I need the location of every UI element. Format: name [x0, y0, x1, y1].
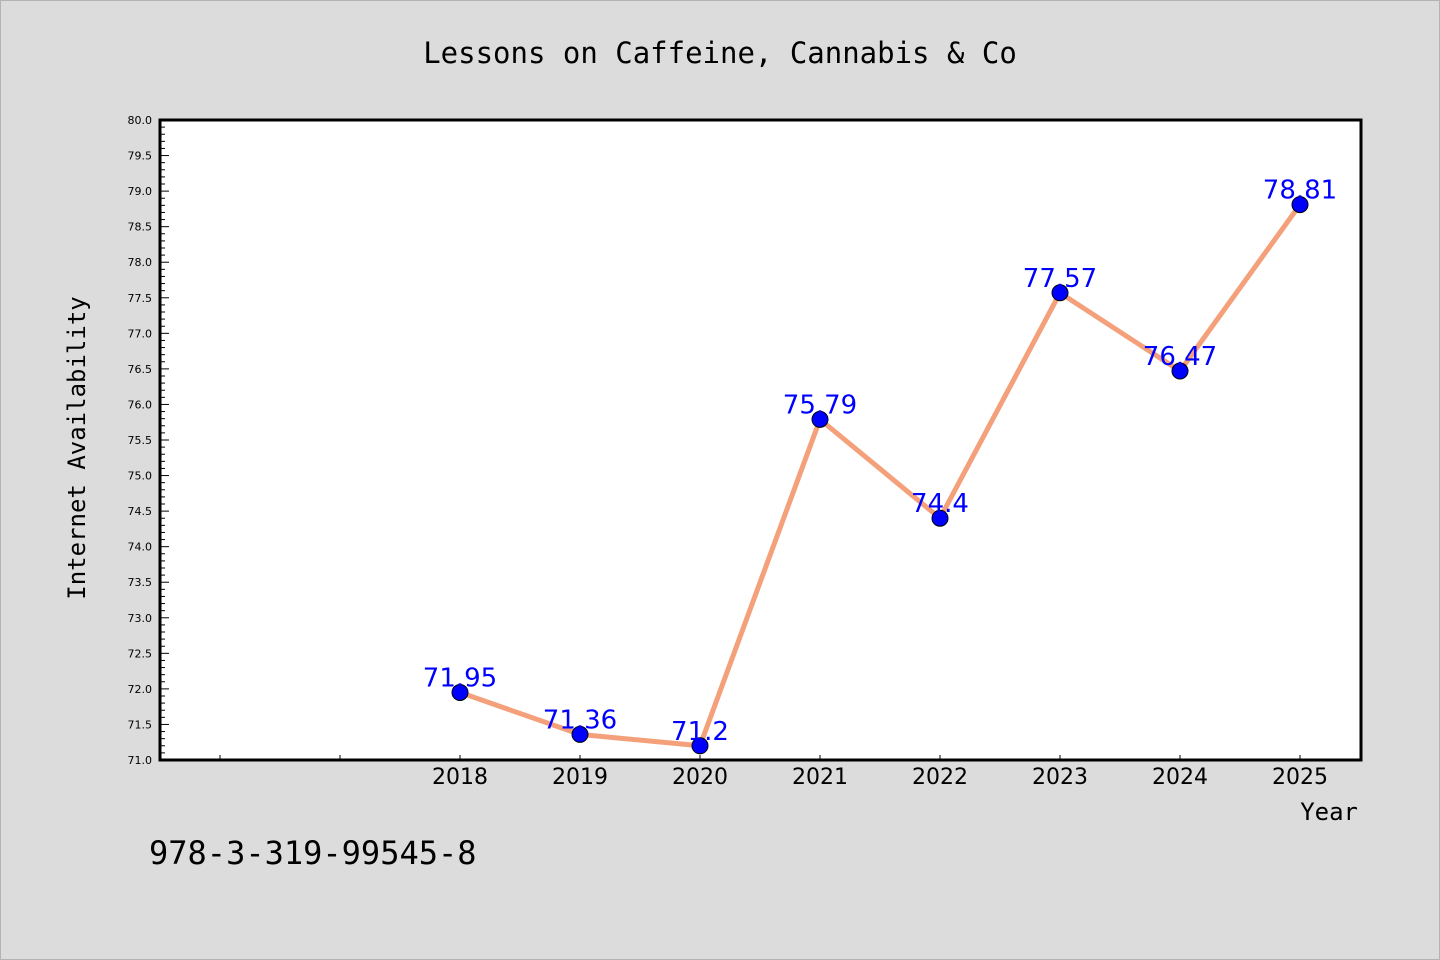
data-point	[931, 509, 949, 527]
y-tick-label: 80.0	[128, 114, 153, 127]
y-tick-label: 78.5	[128, 221, 153, 234]
y-tick-label: 79.5	[128, 150, 153, 163]
y-tick-label: 76.5	[128, 363, 153, 376]
y-tick-label: 71.5	[128, 718, 153, 731]
x-tick-label: 2023	[1032, 765, 1088, 790]
data-label: 77.57	[1023, 264, 1097, 294]
data-point	[1291, 196, 1309, 214]
y-tick-label: 73.5	[128, 576, 153, 589]
data-point	[1171, 362, 1189, 380]
x-tick-label: 2024	[1152, 765, 1208, 790]
y-axis-label: Internet Availability	[63, 296, 91, 599]
x-tick-label: 2022	[912, 765, 968, 790]
x-axis-label: Year	[1300, 798, 1358, 826]
series-line	[457, 202, 1303, 749]
y-tick-label: 74.0	[128, 541, 153, 554]
data-label: 74.4	[911, 489, 969, 519]
data-label: 71.95	[423, 663, 497, 693]
y-tick-label: 79.0	[128, 185, 153, 198]
x-axis: 2018 2019 2020 2021 2022 2023 2024 2025	[219, 755, 1328, 790]
data-point	[1051, 284, 1069, 302]
data-label: 71.2	[671, 717, 729, 747]
data-point	[451, 683, 469, 701]
data-point	[811, 410, 829, 428]
y-axis: 71.0 71.5 72.0 72.5 73.0 73.5 74.0 74.5 75.0 75.5…	[128, 114, 169, 767]
y-tick-label: 72.5	[128, 647, 153, 660]
plot-area	[158, 118, 1363, 762]
y-tick-label: 71.0	[128, 754, 153, 767]
data-label: 71.36	[543, 705, 617, 735]
y-tick-label: 75.0	[128, 470, 153, 483]
data-label: 75.79	[783, 390, 857, 420]
data-point	[571, 725, 589, 743]
x-tick-label: 2020	[672, 765, 728, 790]
y-tick-label: 78.0	[128, 256, 153, 269]
x-tick-label: 2025	[1272, 765, 1328, 790]
y-tick-label: 75.5	[128, 434, 153, 447]
y-tick-label: 76.0	[128, 398, 153, 411]
x-tick-label: 2021	[792, 765, 848, 790]
y-tick-label: 72.0	[128, 683, 153, 696]
series-layer: 71.95 71.36 71.2 75.79 74.4 77.57 76.47 78.81	[423, 176, 1337, 755]
chart-title: Lessons on Caffeine, Cannabis & Co	[423, 36, 1017, 70]
isbn-footer: 978-3-319-99545-8	[149, 834, 477, 872]
data-label: 76.47	[1143, 342, 1217, 372]
x-tick-label: 2018	[432, 765, 488, 790]
y-tick-label: 77.0	[128, 327, 153, 340]
y-tick-label: 74.5	[128, 505, 153, 518]
x-tick-label: 2019	[552, 765, 608, 790]
data-point	[691, 737, 709, 755]
y-tick-label: 77.5	[128, 292, 153, 305]
data-label: 78.81	[1263, 176, 1337, 206]
y-tick-label: 73.0	[128, 612, 153, 625]
